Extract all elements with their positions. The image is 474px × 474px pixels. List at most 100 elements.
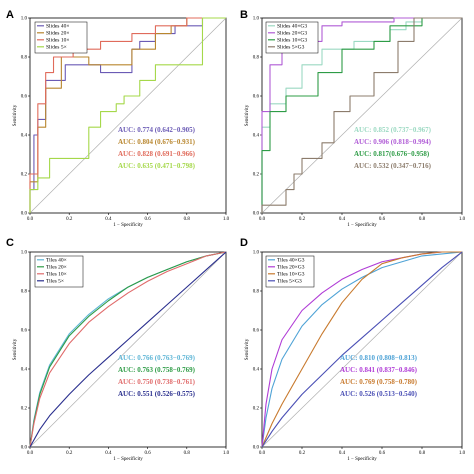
roc-curve-2 xyxy=(29,251,227,448)
auc-annotation: AUC: 0.774 (0.642−0.905) xyxy=(118,126,196,134)
auc-annotation: AUC: 0.526 (0.513−0.540) xyxy=(340,390,418,398)
legend-label: Tiles 10×G3 xyxy=(277,272,305,278)
y-tick-label: 1.0 xyxy=(253,17,260,22)
x-axis-label: 1 − Specificity xyxy=(347,457,377,462)
roc-curve-3 xyxy=(261,251,462,448)
x-tick-label: 0.0 xyxy=(27,451,34,456)
legend-label: Tiles 40× xyxy=(46,258,67,264)
x-tick-label: 0.2 xyxy=(299,451,306,456)
x-tick-label: 0.0 xyxy=(259,451,266,456)
auc-annotation: AUC: 0.906 (0.818−0.994) xyxy=(354,138,432,146)
x-tick-label: 0.0 xyxy=(27,217,34,222)
y-axis-label: Sensitivity xyxy=(13,338,18,360)
legend-label: Slides 10× xyxy=(46,38,69,44)
roc-curve-4 xyxy=(261,251,463,448)
y-tick-label: 0.6 xyxy=(21,329,28,334)
auc-annotation: AUC: 0.769 (0.758−0.780) xyxy=(340,378,418,386)
y-tick-label: 0.4 xyxy=(21,134,28,139)
y-axis-label: Sensitivity xyxy=(13,104,18,126)
panel-c: C 0.00.0 0.2 0.2 0.4 0.4 0.6 0.6 0.8 0.8 1.0 1.0 1 −… xyxy=(6,237,230,462)
legend-label: Slides 20×G3 xyxy=(277,31,307,37)
x-axis-label: 1 − Specificity xyxy=(113,457,143,462)
auc-annotation: AUC: 0.763 (0.758−0.769) xyxy=(118,366,196,374)
legend-label: Tiles 5× xyxy=(46,279,64,285)
x-tick-label: 0.2 xyxy=(299,217,306,222)
y-axis-label: Sensitivity xyxy=(245,338,250,360)
diagonal-reference-line xyxy=(29,17,227,214)
auc-annotation: AUC: 0.828 (0.691−0.966) xyxy=(118,150,196,158)
roc-curve-3 xyxy=(261,17,462,213)
legend-label: Tiles 40×G3 xyxy=(277,258,305,264)
roc-curve-4 xyxy=(261,17,462,213)
y-tick-label: 0.4 xyxy=(21,368,28,373)
x-tick-label: 0.8 xyxy=(184,451,191,456)
y-tick-label: 0.8 xyxy=(21,290,28,295)
auc-annotation: AUC: 0.551 (0.526−0.575) xyxy=(118,390,196,398)
y-tick-label: 0.0 xyxy=(253,212,260,217)
auc-annotation: AUC: 0.804 (0.676−0.931) xyxy=(118,138,196,146)
roc-curve-3 xyxy=(29,251,227,448)
auc-annotation: AUC: 0.532 (0.347−0.716) xyxy=(354,162,432,170)
x-tick-label: 0.0 xyxy=(259,217,266,222)
auc-annotation: AUC: 0.635 (0.471−0.798) xyxy=(118,162,196,170)
panel-a: A 0.00.0 0.2 0.2 0.4 0.4 0.6 0.6 0.8 0.8 1.0 1.0 1 −… xyxy=(6,9,230,228)
x-tick-label: 0.4 xyxy=(105,217,112,222)
roc-curve-1 xyxy=(29,17,226,213)
diagonal-reference-line xyxy=(261,251,463,448)
y-tick-label: 1.0 xyxy=(21,17,28,22)
legend-label: Tiles 20× xyxy=(46,265,67,271)
plot-frame xyxy=(29,251,227,448)
legend-label: Slides 10×G3 xyxy=(277,38,307,44)
legend-label: Tiles 10× xyxy=(46,272,67,278)
legend-label: Slides 5× xyxy=(46,45,67,51)
auc-annotation: AUC: 0.841 (0.837−0.846) xyxy=(340,366,418,374)
auc-annotation: AUC: 0.817(0.676−0.958) xyxy=(354,150,430,158)
diagonal-reference-line xyxy=(261,17,463,214)
y-tick-label: 0.6 xyxy=(253,329,260,334)
x-tick-label: 0.8 xyxy=(419,217,426,222)
x-tick-label: 0.4 xyxy=(339,451,346,456)
auc-annotation: AUC: 0.852 (0.737−0.967) xyxy=(354,126,432,134)
y-tick-label: 0.8 xyxy=(253,290,260,295)
roc-curve-1 xyxy=(261,251,463,448)
legend-label: Slides 5×G3 xyxy=(277,45,305,51)
roc-curve-4 xyxy=(29,251,227,448)
x-tick-label: 0.2 xyxy=(66,217,73,222)
y-tick-label: 0.2 xyxy=(253,173,260,178)
x-tick-label: 0.4 xyxy=(105,451,112,456)
x-axis-label: 1 − Specificity xyxy=(347,223,377,228)
legend-label: Slides 40×G3 xyxy=(277,24,307,30)
y-tick-label: 0.0 xyxy=(21,446,28,451)
y-tick-label: 0.0 xyxy=(253,446,260,451)
y-tick-label: 0.8 xyxy=(253,56,260,61)
y-tick-label: 0.2 xyxy=(21,407,28,412)
diagonal-reference-line xyxy=(29,251,227,448)
panel-letter: A xyxy=(6,9,14,21)
panel-letter: D xyxy=(240,237,248,249)
x-tick-label: 0.8 xyxy=(184,217,191,222)
y-tick-label: 0.8 xyxy=(21,56,28,61)
x-tick-label: 0.6 xyxy=(379,217,386,222)
auc-annotation: AUC: 0.766 (0.763−0.769) xyxy=(118,354,196,362)
x-tick-label: 1.0 xyxy=(459,217,466,222)
legend-box xyxy=(34,21,88,54)
x-tick-label: 0.6 xyxy=(144,217,151,222)
plot-frame xyxy=(29,17,227,214)
panel-letter: C xyxy=(6,237,14,249)
legend-label: Tiles 5×G3 xyxy=(277,279,302,285)
legend-box xyxy=(265,21,319,54)
x-tick-label: 0.4 xyxy=(339,217,346,222)
panel-letter: B xyxy=(240,9,248,21)
y-tick-label: 0.2 xyxy=(253,407,260,412)
x-tick-label: 0.6 xyxy=(379,451,386,456)
panel-d: D 0.00.0 0.2 0.2 0.4 0.4 0.6 0.6 0.8 0.8 1.0 1.0 1 −… xyxy=(240,237,466,462)
legend-label: Tiles 20×G3 xyxy=(277,265,305,271)
x-tick-label: 1.0 xyxy=(223,451,230,456)
x-tick-label: 1.0 xyxy=(459,451,466,456)
y-tick-label: 0.6 xyxy=(21,95,28,100)
y-tick-label: 0.4 xyxy=(253,134,260,139)
y-tick-label: 0.6 xyxy=(253,95,260,100)
roc-curve-4 xyxy=(29,17,226,213)
y-tick-label: 0.4 xyxy=(253,368,260,373)
